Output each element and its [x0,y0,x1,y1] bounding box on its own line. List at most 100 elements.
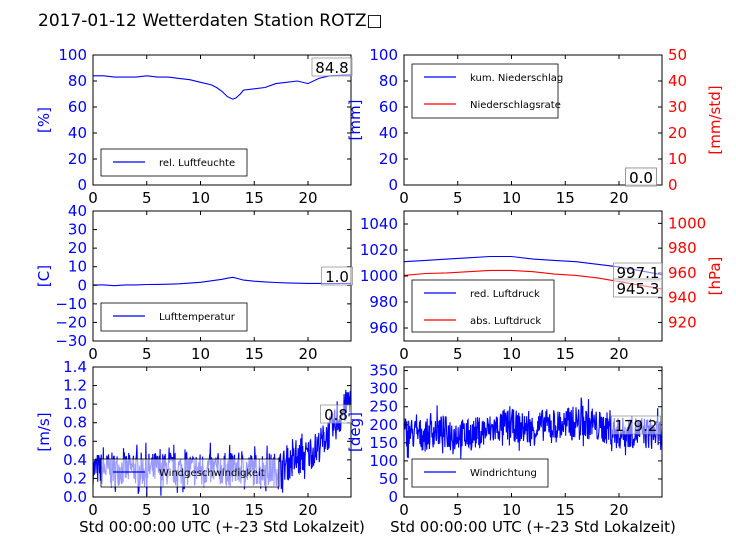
y-tick-label: 960 [369,319,398,337]
y-tick-label: 1020 [360,241,398,259]
plot-frame [92,54,352,186]
y-tick-label: 20 [68,239,87,257]
x-tick-label: 0 [88,345,98,363]
y-tick-label-right: 980 [668,239,697,257]
x-tick-label: 10 [191,189,210,207]
panel-pressure: 0 5 10 15 20 960 980 1000 1020 1040 920 940 960 980 10… [360,210,724,363]
y-tick-label: 1.4 [63,358,87,376]
y-tick-label: 20 [379,150,398,168]
x-tick-label: 5 [142,345,152,363]
y-tick-label: 0 [388,176,398,194]
x-tick-label: 5 [142,189,152,207]
x-tick-label: 0 [88,189,98,207]
last-value-label: 0.8 [324,406,348,424]
legend-box [411,458,549,488]
last-value-label: 84.8 [315,59,348,77]
y-tick-label: 200 [369,416,398,434]
legend-box [411,279,555,333]
x-tick-label: 20 [298,189,317,207]
x-tick-label: 20 [609,345,628,363]
y-tick-label: −30 [55,332,87,350]
value-box [311,57,353,77]
y-axis-label: [deg] [346,412,364,452]
plot-frame [403,366,663,498]
last-value-label: 179.2 [615,417,658,435]
value-box [321,266,353,286]
y-tick-label-right: 40 [668,72,687,90]
y-tick-label: 20 [68,150,87,168]
legend-box [411,63,559,119]
legend-label: Niederschlagsrate [470,100,561,111]
y-tick-label-right: 960 [668,264,697,282]
y-tick-label: 40 [379,124,398,142]
y-tick-label: −10 [55,295,87,313]
x-tick-label: 15 [556,501,575,519]
y-tick-label: 0.6 [63,432,87,450]
legend-box [100,302,248,332]
x-tick-label: 5 [453,189,463,207]
legend-label: abs. Luftdruck [470,316,541,327]
x-tick-label: 15 [245,189,264,207]
legend-label: kum. Niederschlag [470,73,563,84]
x-tick-label: 5 [453,345,463,363]
y-tick-label: 0.2 [63,469,87,487]
y-tick-label: 10 [68,258,87,276]
y-tick-label: 150 [369,434,398,452]
x-tick-label: 10 [502,501,521,519]
y-tick-label-right: 940 [668,289,697,307]
legend-label: rel. Luftfeuchte [159,158,235,169]
y-tick-label: 80 [68,72,87,90]
legend-label: red. Luftdruck [470,289,540,300]
plot-frame [403,54,663,186]
y-tick-label-right: 1000 [668,214,706,232]
x-tick-label: 0 [88,501,98,519]
y-tick-label: 1040 [360,215,398,233]
y-tick-label: 0.4 [63,451,87,469]
y-tick-label-right: 10 [668,150,687,168]
series-line-wind_dir-0 [403,397,663,459]
x-tick-label: 10 [191,501,210,519]
y-tick-label: 1000 [360,267,398,285]
legend-label: Windrichtung [470,468,537,479]
legend: Windrichtung [411,458,549,488]
y-tick-label: 0.0 [63,488,87,506]
y-axis-label: [%] [35,107,53,133]
x-axis-label: Std 00:00:00 UTC (+-23 Std Lokalzeit) [390,518,676,536]
y-axis-label-right: [hPa] [706,257,724,296]
legend-label: Lufttemperatur [159,312,236,323]
y-tick-label: 40 [68,202,87,220]
y-axis-label: [m/s] [35,412,53,451]
value-box [611,415,661,435]
y-tick-label-right: 30 [668,98,687,116]
panel-precip: 0 5 10 15 20 0 20 40 60 80 100 0 10 20 30 40 50 [mm] [mm/s… [346,46,724,207]
y-tick-label: −20 [55,313,87,331]
y-tick-label: 350 [369,362,398,380]
x-tick-label: 0 [399,345,409,363]
panel-humidity: 0 5 10 15 20 0 20 40 60 80 100 [%] rel. Luftfeuchte 8… [35,46,353,207]
y-axis-label: [mm] [346,100,364,141]
y-tick-label-right: 920 [668,313,697,331]
x-tick-label: 20 [609,501,628,519]
y-tick-label: 80 [379,72,398,90]
y-tick-label-right: 20 [668,124,687,142]
legend-box [100,458,280,488]
y-tick-label: 1.0 [63,395,87,413]
x-tick-label: 15 [245,345,264,363]
x-tick-label: 20 [298,501,317,519]
x-tick-label: 15 [245,501,264,519]
value-box [613,278,663,298]
x-tick-label: 5 [142,501,152,519]
y-tick-label: 50 [379,470,398,488]
legend-label: Windgeschwindigkeit [159,468,265,479]
series-line-humidity-0 [93,74,352,100]
y-tick-label: 100 [58,46,87,64]
legend: Lufttemperatur [100,302,248,332]
legend: red. Luftdruck abs. Luftdruck [411,279,555,333]
x-tick-label: 10 [502,189,521,207]
y-tick-label: 60 [68,98,87,116]
y-axis-label-right: [mm/std] [706,85,724,154]
legend: rel. Luftfeuchte [100,148,248,177]
y-tick-label: 40 [68,124,87,142]
series-line-temp-0 [93,276,351,287]
